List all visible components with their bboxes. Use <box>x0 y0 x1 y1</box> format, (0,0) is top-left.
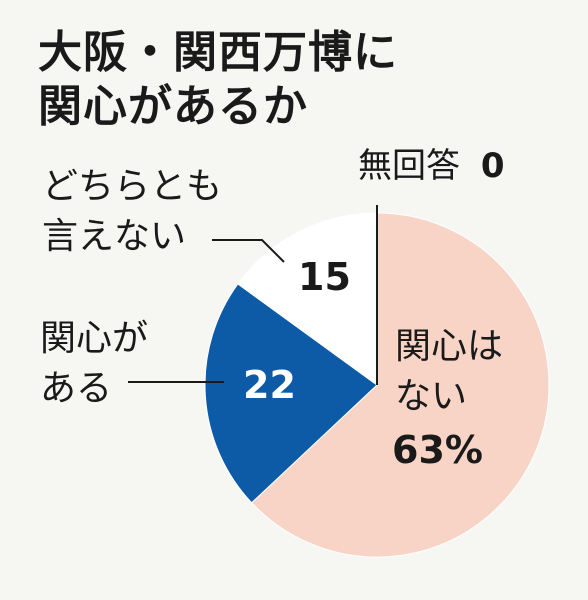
label-neutral-line-1: どちらとも <box>42 166 222 207</box>
label-interested-line-1: 関心が <box>40 318 148 359</box>
label-no-answer: 無回答 0 <box>358 146 504 186</box>
label-not-interested-line-2: ない <box>395 376 467 417</box>
value-not-interested: 63% <box>392 428 483 472</box>
label-interested-line-2: ある <box>40 368 112 409</box>
chart-title-line-2: 関心があるか <box>38 81 308 132</box>
slice-neutral <box>237 212 378 386</box>
chart-title-line-1: 大阪・関西万博に <box>38 27 398 78</box>
slice-interested <box>204 283 378 504</box>
pie-slices <box>204 212 550 558</box>
label-no-answer-text: 無回答 <box>358 146 460 186</box>
slice-not-interested <box>250 212 550 558</box>
label-not-interested-line-1: 関心は <box>395 326 503 367</box>
chart-title: 大阪・関西万博に 関心があるか <box>38 26 398 134</box>
value-interested: 22 <box>243 363 296 407</box>
value-neutral: 15 <box>298 255 351 299</box>
leader-line-neutral <box>212 239 285 263</box>
value-no-answer: 0 <box>481 146 505 186</box>
label-neutral-line-2: 言えない <box>42 216 186 257</box>
